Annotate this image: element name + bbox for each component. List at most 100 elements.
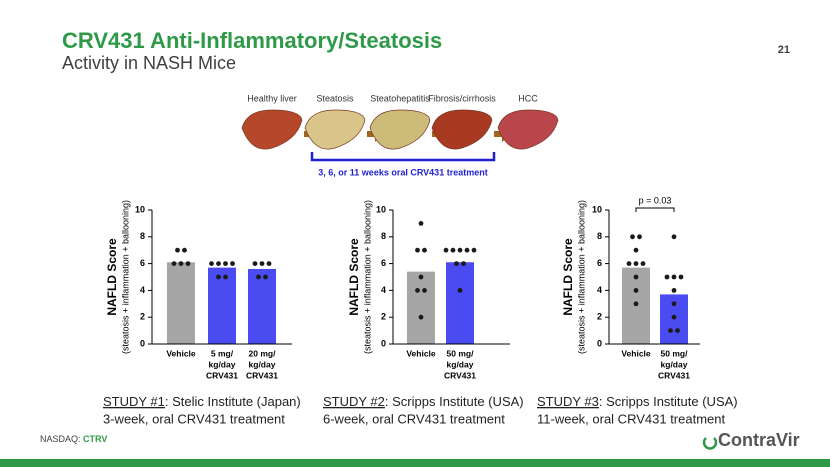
study-detail: 6-week, oral CRV431 treatment [323,411,505,426]
data-point [668,328,673,333]
data-point [263,274,268,280]
y-tick-label: 8 [140,231,145,241]
data-point [171,261,177,266]
data-point [464,247,470,253]
data-point [418,314,424,320]
study-detail: 3-week, oral CRV431 treatment [103,411,285,426]
x-tick-label: kg/day [249,359,276,369]
y-tick-label: 4 [140,285,145,295]
data-point [633,288,639,293]
data-point [175,247,180,253]
bar [167,262,195,344]
data-point [443,247,449,253]
data-point [230,261,235,266]
data-point [216,274,221,280]
x-tick-label: CRV431 [206,370,238,380]
data-point [664,274,670,280]
liver-icon [431,109,493,150]
y-tick-label: 6 [381,258,386,268]
data-point [415,247,420,253]
study-text: : Scripps Institute (USA) [385,394,524,409]
data-point [418,274,424,280]
study-caption: STUDY #1: Stelic Institute (Japan) [103,394,301,409]
bar [407,271,435,344]
logo: ContraVir [718,430,800,450]
stage-label: Steatohepatitis [370,93,430,103]
data-point [185,261,191,266]
liver-icon [497,109,559,150]
x-tick-label: 20 mg/ [249,348,277,358]
y-axis-sublabel: (steatosis + inflammation + ballooning) [362,200,372,354]
y-axis-label: NAFLD Score [561,238,575,316]
x-tick-label: Vehicle [406,348,436,358]
x-tick-label: CRV431 [444,370,476,380]
x-tick-label: kg/day [661,359,688,369]
data-point [637,234,642,240]
stage-label: HCC [518,93,538,103]
stage-label: Fibrosis/cirrhosis [428,93,496,103]
ticker: CTRV [83,434,107,444]
data-point [252,261,258,266]
liver-icon [241,109,303,150]
x-tick-label: kg/day [209,359,236,369]
data-point [216,261,221,266]
y-axis-sublabel: (steatosis + inflammation + ballooning) [576,200,586,354]
x-tick-label: Vehicle [166,348,196,358]
data-point [223,274,228,280]
data-point [223,261,228,266]
data-point [422,288,427,293]
liver-icon [369,109,431,150]
annotation: p = 0.03 [639,195,672,205]
y-tick-label: 10 [376,204,386,214]
data-point [640,261,646,266]
data-point [415,288,420,293]
y-tick-label: 8 [381,231,386,241]
study-detail: 11-week, oral CRV431 treatment [537,411,726,426]
data-point [671,274,677,280]
data-point [461,261,466,266]
data-point [256,274,261,280]
y-tick-label: 4 [381,285,386,295]
study-caption: STUDY #3: Scripps Institute (USA) [537,394,738,409]
y-tick-label: 6 [597,258,602,268]
logo-icon [702,437,718,450]
y-tick-label: 10 [592,204,602,214]
data-point [633,247,639,253]
data-point [630,234,635,240]
data-point [182,247,187,253]
footer-bar [0,459,830,467]
y-tick-label: 0 [597,338,602,348]
y-tick-label: 10 [135,204,145,214]
bar [248,268,276,344]
data-point [209,261,214,266]
significance-bracket [635,207,675,212]
x-tick-label: 5 mg/ [211,348,234,358]
data-point [675,328,680,333]
stage-label: Steatosis [316,93,354,103]
x-tick-label: 50 mg/ [661,348,689,358]
title: CRV431 Anti-Inflammatory/Steatosis [62,28,442,53]
x-tick-label: CRV431 [246,370,278,380]
data-point [633,261,639,266]
y-tick-label: 2 [597,312,602,322]
data-point [422,247,427,253]
page-number: 21 [778,44,790,56]
footer-exchange: NASDAQ: CTRV [40,434,107,444]
data-point [671,301,677,307]
data-point [671,314,677,320]
data-point [418,221,424,226]
y-tick-label: 2 [140,312,145,322]
x-tick-label: CRV431 [658,370,690,380]
y-axis-label: NAFLD Score [105,238,119,316]
y-tick-label: 2 [381,312,386,322]
data-point [266,261,272,266]
exchange: NASDAQ: [40,434,81,444]
y-tick-label: 6 [140,258,145,268]
x-tick-label: 50 mg/ [447,348,475,358]
study-label: STUDY #2 [323,394,385,409]
data-point [678,274,684,280]
subtitle: Activity in NASH Mice [62,53,236,73]
data-point [259,261,265,266]
data-point [633,301,639,307]
